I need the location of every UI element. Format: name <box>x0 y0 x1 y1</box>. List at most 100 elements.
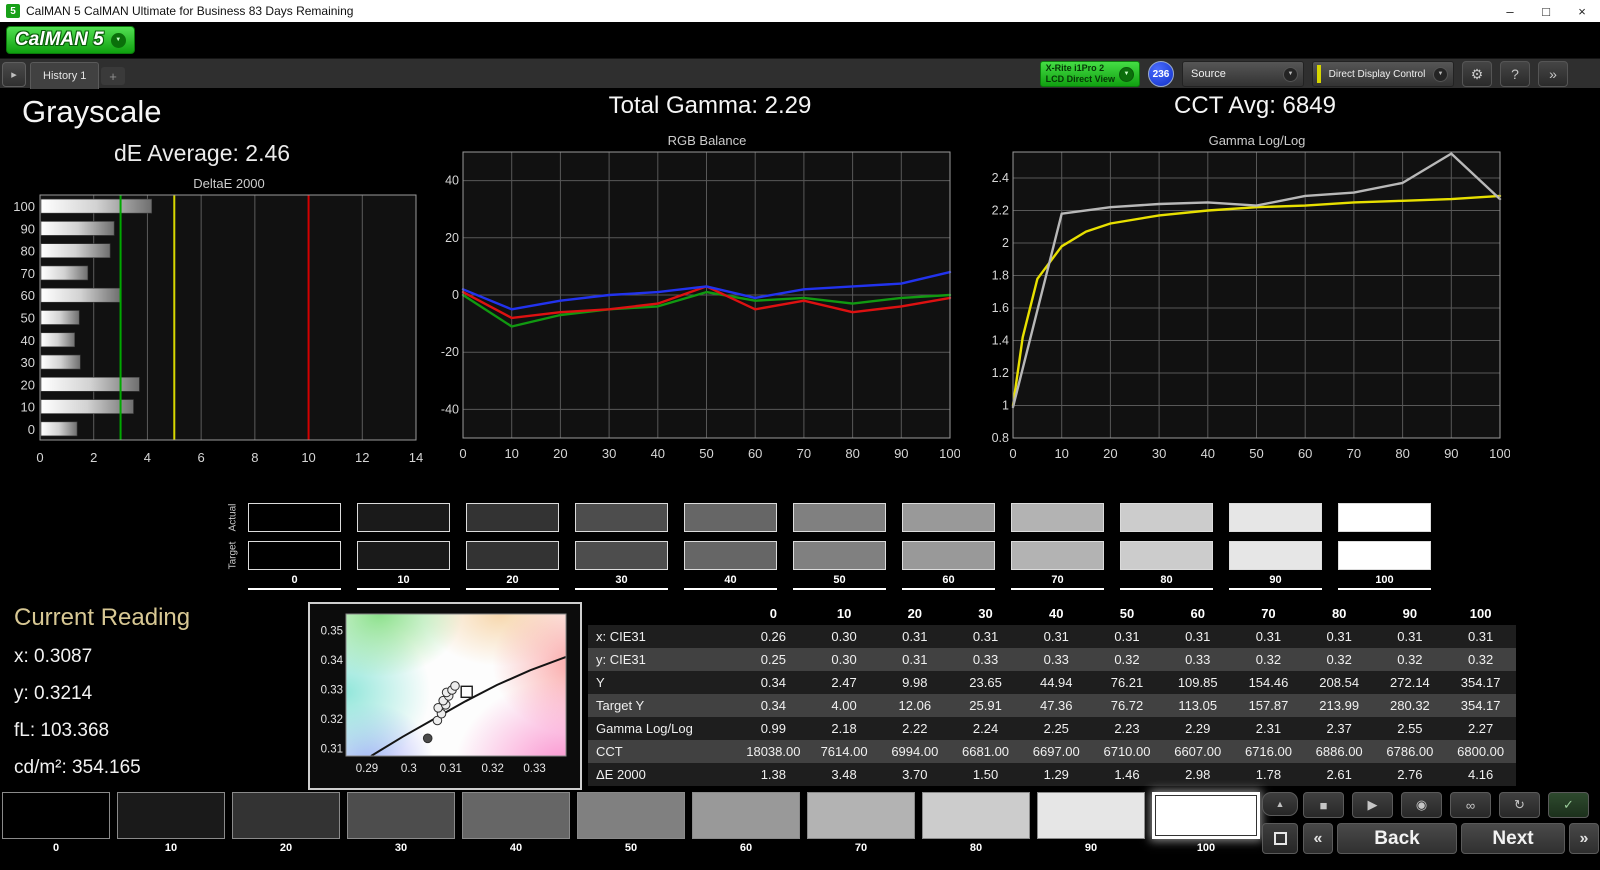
tab-history-1[interactable]: History 1 <box>30 62 100 89</box>
pattern-level-40: 40 <box>462 792 570 854</box>
close-button[interactable]: × <box>1578 3 1586 19</box>
tab-scroll-button[interactable]: ▸ <box>2 62 26 87</box>
svg-text:12: 12 <box>355 450 369 465</box>
swatch-level-label: 40 <box>684 574 777 590</box>
svg-text:2: 2 <box>1002 236 1009 250</box>
meter-dropdown[interactable]: X-Rite i1Pro 2 LCD Direct View ▼ <box>1039 61 1140 87</box>
actual-swatch-70 <box>1011 503 1104 532</box>
pattern-button-100[interactable] <box>1152 792 1260 839</box>
actual-swatch-30 <box>575 503 668 532</box>
svg-text:20: 20 <box>445 231 459 245</box>
pattern-button-20[interactable] <box>232 792 340 839</box>
svg-text:0.35: 0.35 <box>321 625 343 637</box>
pattern-level-30: 30 <box>347 792 455 854</box>
target-swatch-90 <box>1229 541 1322 570</box>
chevron-down-icon: ▼ <box>1283 66 1298 82</box>
actual-swatch-40 <box>684 503 777 532</box>
table-cell: 2.25 <box>1020 717 1092 740</box>
continuous-read-button[interactable]: ∞ <box>1450 792 1491 818</box>
svg-text:2.2: 2.2 <box>992 204 1009 218</box>
pattern-button-70[interactable] <box>807 792 915 839</box>
actual-swatch-100 <box>1338 503 1431 532</box>
minimize-button[interactable]: – <box>1506 3 1514 19</box>
back-button[interactable]: Back <box>1337 823 1457 854</box>
pattern-button-80[interactable] <box>922 792 1030 839</box>
accept-button[interactable]: ✓ <box>1548 792 1589 818</box>
settings-button[interactable]: ⚙ <box>1462 61 1492 87</box>
help-button[interactable]: ? <box>1500 61 1530 87</box>
table-cell: 213.99 <box>1303 694 1375 717</box>
swatch-level-label: 60 <box>902 574 995 590</box>
table-cell: 0.31 <box>1374 625 1446 648</box>
pattern-level-60: 60 <box>692 792 800 854</box>
svg-text:100: 100 <box>13 199 35 214</box>
svg-text:10: 10 <box>1054 446 1068 461</box>
gamma-loglog-chart: 0 10 20 30 40 50 60 70 80 90 100 0.8 1 1.2 1.4 1.6 1.8 2 2… <box>992 151 1510 461</box>
target-swatch-0 <box>248 541 341 570</box>
table-cell: 208.54 <box>1303 671 1375 694</box>
table-cell: 2.23 <box>1091 717 1163 740</box>
maximize-button[interactable]: □ <box>1542 3 1550 19</box>
table-col-header: 70 <box>1233 602 1304 625</box>
svg-text:50: 50 <box>21 311 35 326</box>
play-button[interactable]: ▶ <box>1352 792 1393 818</box>
chevron-right-icon: ▸ <box>11 69 17 81</box>
swatch-level-labels: 0 10 20 30 40 50 60 70 80 90 100 <box>248 574 1431 590</box>
pattern-button-40[interactable] <box>462 792 570 839</box>
yellow-accent-bar <box>1317 65 1321 83</box>
measurement-table: 0 10 20 30 40 50 60 70 80 90 100 x: CIE31 0.26 0.30 0.… <box>588 602 1516 786</box>
table-cell: 76.72 <box>1091 694 1163 717</box>
pattern-button-10[interactable] <box>117 792 225 839</box>
table-cell: 0.33 <box>1162 648 1234 671</box>
display-control-dropdown[interactable]: Direct Display Control ▼ <box>1312 61 1454 87</box>
svg-text:2.4: 2.4 <box>992 171 1009 185</box>
table-cell: 0.31 <box>1162 625 1234 648</box>
table-cell: 1.38 <box>738 763 809 786</box>
collapse-panel-button[interactable]: » <box>1538 61 1568 87</box>
table-cell: 354.17 <box>1445 671 1516 694</box>
calman-logo-menu[interactable]: CalMAN 5 ▼ <box>6 26 135 54</box>
back-fast-button[interactable]: « <box>1303 823 1333 854</box>
table-cell: 47.36 <box>1020 694 1092 717</box>
svg-text:20: 20 <box>21 377 35 392</box>
single-read-button[interactable]: ◉ <box>1401 792 1442 818</box>
svg-text:40: 40 <box>21 333 35 348</box>
svg-text:40: 40 <box>651 446 665 461</box>
next-button[interactable]: Next <box>1461 823 1565 854</box>
pattern-button-0[interactable] <box>2 792 110 839</box>
pattern-button-60[interactable] <box>692 792 800 839</box>
pattern-popup-button[interactable]: ▲ <box>1262 792 1298 816</box>
svg-text:6: 6 <box>198 450 205 465</box>
pattern-window-button[interactable] <box>1262 823 1298 854</box>
pattern-button-label: 0 <box>52 842 60 854</box>
loop-button[interactable]: ↻ <box>1499 792 1540 818</box>
pattern-level-80: 80 <box>922 792 1030 854</box>
target-swatch-70 <box>1011 541 1104 570</box>
table-cell: 6800.00 <box>1445 740 1516 763</box>
pattern-button-50[interactable] <box>577 792 685 839</box>
table-col-header: 40 <box>1020 602 1092 625</box>
pattern-level-10: 10 <box>117 792 225 854</box>
next-fast-button[interactable]: » <box>1569 823 1599 854</box>
table-col-header: 10 <box>808 602 880 625</box>
svg-text:0.32: 0.32 <box>321 714 343 726</box>
table-cell: 23.65 <box>950 671 1021 694</box>
svg-text:40: 40 <box>445 174 459 188</box>
stop-button[interactable]: ■ <box>1303 792 1344 818</box>
pattern-button-90[interactable] <box>1037 792 1145 839</box>
svg-text:80: 80 <box>21 244 35 259</box>
table-cell: 157.87 <box>1233 694 1304 717</box>
swatch-level-label: 70 <box>1011 574 1104 590</box>
table-cell: 0.99 <box>738 717 809 740</box>
add-tab-button[interactable]: + <box>101 67 125 85</box>
svg-text:60: 60 <box>748 446 762 461</box>
swatch-level-label: 0 <box>248 574 341 590</box>
pattern-button-30[interactable] <box>347 792 455 839</box>
target-swatch-30 <box>575 541 668 570</box>
cie-chart-panel: 0.31 0.32 0.33 0.34 0.35 0.29 0.3 0.31 0.32 0.33 <box>308 602 582 790</box>
source-dropdown[interactable]: Source ▼ <box>1182 61 1304 87</box>
table-row-label: Gamma Log/Log <box>588 717 738 740</box>
svg-text:1.8: 1.8 <box>992 269 1009 283</box>
infinity-icon: ∞ <box>1465 797 1476 813</box>
actual-swatch-80 <box>1120 503 1213 532</box>
